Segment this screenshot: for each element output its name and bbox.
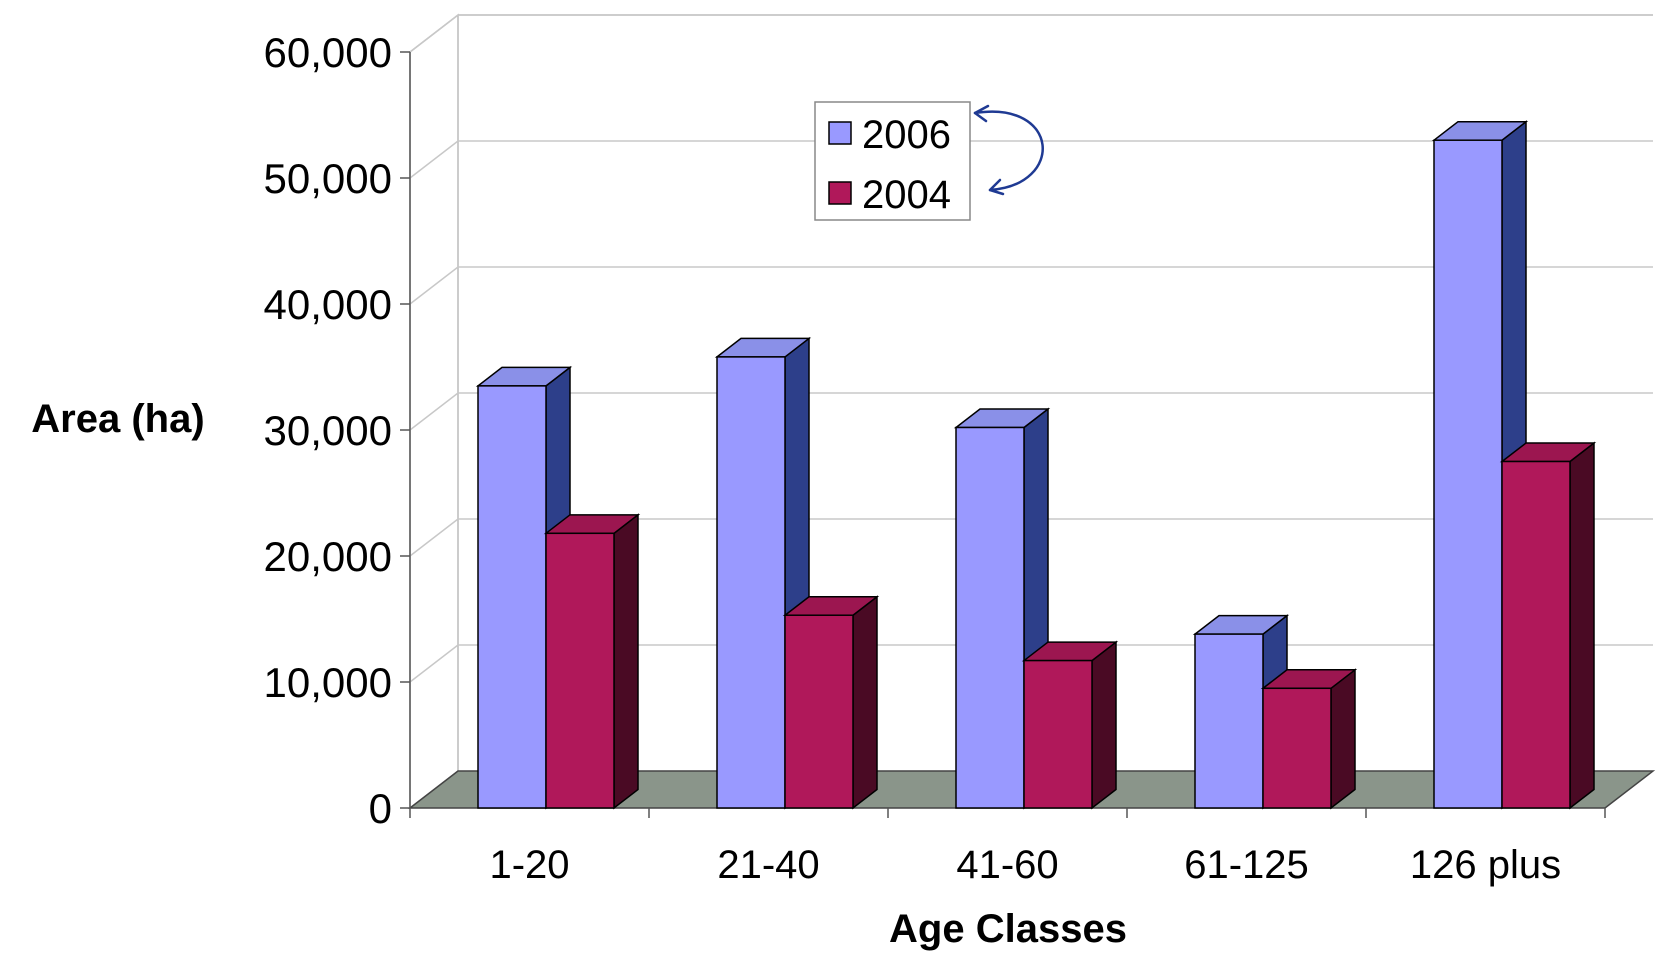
hand-drawn-arrow-annotation — [973, 104, 1044, 196]
bars — [475, 120, 1597, 810]
bar-2004-61-125 — [1260, 668, 1358, 810]
y-tick-label: 10,000 — [264, 659, 392, 706]
gridline — [409, 518, 1653, 557]
bar-2004-1-20 — [543, 513, 641, 810]
y-axis-ticks: 0 10,000 20,000 30,000 40,000 50,000 60,000 — [264, 29, 411, 832]
gridline — [409, 140, 1653, 179]
x-tick-label: 41-60 — [956, 843, 1058, 887]
y-tick-label: 50,000 — [264, 155, 392, 202]
y-tick-label: 30,000 — [264, 407, 392, 454]
y-tick-label: 20,000 — [264, 533, 392, 580]
x-tick-label: 1-20 — [489, 843, 569, 887]
bar-2006-61-125 — [1192, 614, 1290, 810]
y-tick-label: 40,000 — [264, 281, 392, 328]
x-tick-label: 126 plus — [1410, 843, 1561, 887]
gridline — [409, 14, 1653, 53]
legend: 2006 2004 — [814, 101, 971, 221]
y-tick-label: 60,000 — [264, 29, 392, 76]
gridline — [409, 266, 1653, 305]
bar-2004-126-plus — [1499, 441, 1597, 810]
bar-2004-41-60 — [1021, 640, 1119, 810]
x-axis-ticks: 1-20 21-40 41-60 61-125 126 plus — [409, 808, 1606, 887]
legend-swatch-2006 — [828, 121, 852, 145]
bar-2004-21-40 — [782, 595, 880, 810]
x-axis-title: Age Classes — [889, 907, 1127, 951]
x-tick-label: 21-40 — [717, 843, 819, 887]
bar-2006-41-60 — [953, 407, 1051, 810]
gridline — [409, 392, 1653, 431]
y-tick-label: 0 — [369, 785, 392, 832]
legend-swatch-2004 — [828, 181, 852, 205]
legend-label-2006: 2006 — [862, 113, 951, 157]
y-axis-title: Area (ha) — [31, 397, 204, 441]
legend-label-2004: 2004 — [862, 173, 951, 217]
x-tick-label: 61-125 — [1184, 843, 1309, 887]
